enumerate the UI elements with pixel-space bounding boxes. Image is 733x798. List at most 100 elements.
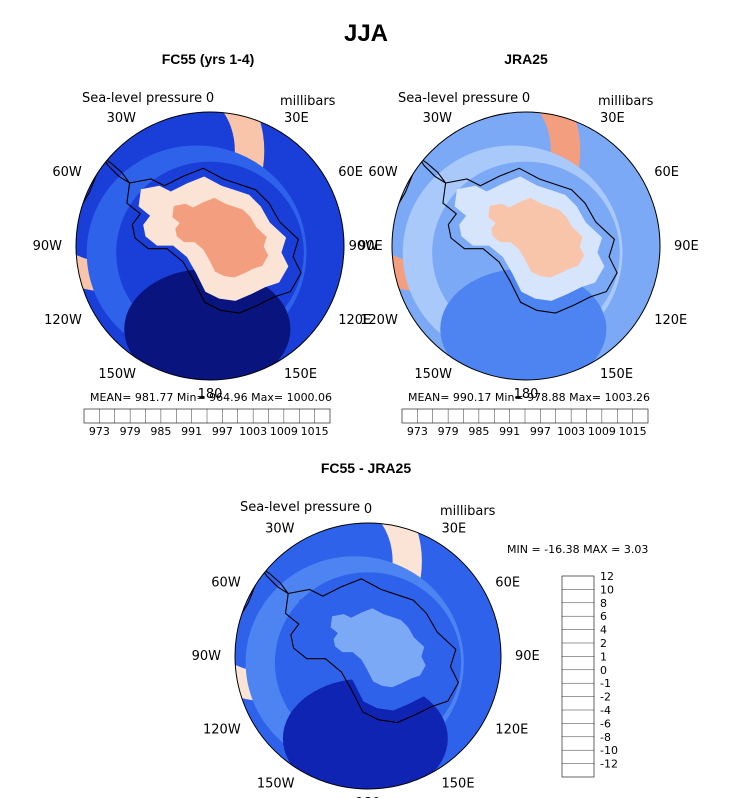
longitude-label: 90W <box>33 239 63 254</box>
longitude-label: 150W <box>257 776 295 791</box>
longitude-label: 180 <box>514 387 539 402</box>
longitude-label: 30W <box>423 111 453 126</box>
longitude-label: 180 <box>198 387 223 402</box>
colorbar-tick-label: -10 <box>600 744 618 757</box>
colorbar-tick-label: 973 <box>407 425 428 438</box>
coastline <box>126 167 302 314</box>
figure-title: JJA <box>344 20 388 47</box>
coastline <box>442 167 618 314</box>
colorbar-tick-label: 991 <box>499 425 520 438</box>
colorbar-tick-label: 8 <box>600 597 607 610</box>
polar-map: 0 30E 60E 90E 120E 150E 180 150W 120W 90W 60W 30W <box>192 502 540 798</box>
longitude-label: 0 <box>206 91 214 106</box>
colorbar-tick-label: 979 <box>438 425 459 438</box>
longitude-label: 120W <box>203 723 241 738</box>
longitude-label: 150E <box>284 367 317 382</box>
field-icecap <box>330 608 426 688</box>
longitude-label: 30W <box>265 522 295 537</box>
panel-title: FC55 (yrs 1-4) <box>162 51 255 67</box>
colorbar-tick-label: -2 <box>600 691 611 704</box>
colorbar-tick-label: 4 <box>600 624 607 637</box>
units-label: millibars <box>280 94 336 109</box>
colorbar-tick-label: 0 <box>600 664 607 677</box>
colorbar-tick-label: -1 <box>600 677 611 690</box>
stats-label: MEAN= 990.17 Min= 978.88 Max= 1003.26 <box>408 391 650 404</box>
longitude-label: 90W <box>349 239 379 254</box>
colorbar: 973 979 985 991 997 1003 1009 1015 <box>83 408 331 438</box>
longitude-label: 90E <box>515 649 540 664</box>
colorbar-tick-label: 10 <box>600 583 614 596</box>
longitude-label: 60W <box>52 165 82 180</box>
colorbar-tick-label: 985 <box>468 425 489 438</box>
colorbar-tick-label: 1003 <box>557 425 585 438</box>
stats-label: MEAN= 981.77 Min= 964.96 Max= 1000.06 <box>90 391 332 404</box>
longitude-label: 90E <box>674 239 699 254</box>
longitude-label: 120E <box>338 313 371 328</box>
colorbar-tick-label: 2 <box>600 637 607 650</box>
longitude-label: 30W <box>107 111 137 126</box>
polar-map: 0 30E 60E 90E 120E 150E 180 150W 120W 90W 60W 30W <box>349 91 699 402</box>
longitude-label: 120E <box>495 723 528 738</box>
longitude-label: 60E <box>495 576 520 591</box>
longitude-label: 120W <box>360 313 398 328</box>
colorbar-tick-label: -4 <box>600 704 611 717</box>
map-border <box>234 522 502 790</box>
longitude-label: 120E <box>654 313 687 328</box>
colorbar-tick-label: 1009 <box>588 425 616 438</box>
longitude-label: 150W <box>414 367 452 382</box>
colorbar-tick-label: 1 <box>600 650 607 663</box>
panel-title: FC55 - JRA25 <box>321 460 411 476</box>
units-label: millibars <box>598 94 654 109</box>
units-label: millibars <box>440 504 496 519</box>
longitude-label: 150W <box>98 367 136 382</box>
longitude-label: 180 <box>356 796 381 798</box>
colorbar-tick-label: -6 <box>600 717 611 730</box>
colorbar-tick-label: 6 <box>600 610 607 623</box>
longitude-label: 60W <box>211 576 241 591</box>
polar-map: 0 30E 60E 90E 120E 150E 180 150W 120W 90W 60W 30W <box>33 91 383 402</box>
longitude-label: 60E <box>338 165 363 180</box>
longitude-label: 90E <box>358 239 383 254</box>
colorbar-tick-label: 1003 <box>239 425 267 438</box>
map-border <box>75 111 345 381</box>
map-border <box>391 111 661 381</box>
longitude-label: 0 <box>364 502 372 517</box>
stats-label: MIN = -16.38 MAX = 3.03 <box>507 543 648 556</box>
longitude-label: 150E <box>600 367 633 382</box>
panel-title: JRA25 <box>504 51 548 67</box>
longitude-label: 60E <box>654 165 679 180</box>
colorbar-tick-label: 1009 <box>270 425 298 438</box>
longitude-label: 0 <box>522 91 530 106</box>
longitude-label: 90W <box>192 649 222 664</box>
field-trough <box>124 268 291 380</box>
colorbar-tick-label: 997 <box>212 425 233 438</box>
colorbar: 973 979 985 991 997 1003 1009 1015 <box>401 408 649 438</box>
colorbar-tick-label: 12 <box>600 570 614 583</box>
longitude-label: 60W <box>368 165 398 180</box>
colorbar-tick-label: 985 <box>150 425 171 438</box>
colorbar-tick-label: 1015 <box>301 425 329 438</box>
colorbar-tick-label: 973 <box>89 425 110 438</box>
colorbar-tick-label: -12 <box>600 758 618 771</box>
field-icecap <box>488 197 585 278</box>
colorbar-tick-label: 979 <box>120 425 141 438</box>
field-icecap <box>172 197 269 278</box>
map-panel-fc55: FC55 (yrs 1-4) Sea-level pressure millib… <box>33 51 383 438</box>
longitude-label: 120W <box>44 313 82 328</box>
variable-label: Sea-level pressure <box>398 91 518 106</box>
map-panel-difference: FC55 - JRA25 Sea-level pressure millibar… <box>192 460 649 798</box>
variable-label: Sea-level pressure <box>240 500 360 515</box>
longitude-label: 150E <box>442 776 475 791</box>
longitude-label: 30E <box>442 522 467 537</box>
colorbar-tick-label: 991 <box>181 425 202 438</box>
longitude-label: 30E <box>600 111 625 126</box>
coastline <box>284 578 460 724</box>
colorbar-tick-label: 997 <box>530 425 551 438</box>
colorbar-tick-label: 1015 <box>619 425 647 438</box>
map-panel-jra25: JRA25 Sea-level pressure millibars 0 30E 6… <box>349 51 699 438</box>
colorbar-tick-label: -8 <box>600 731 611 744</box>
field-trough <box>440 268 607 380</box>
variable-label: Sea-level pressure <box>82 91 202 106</box>
